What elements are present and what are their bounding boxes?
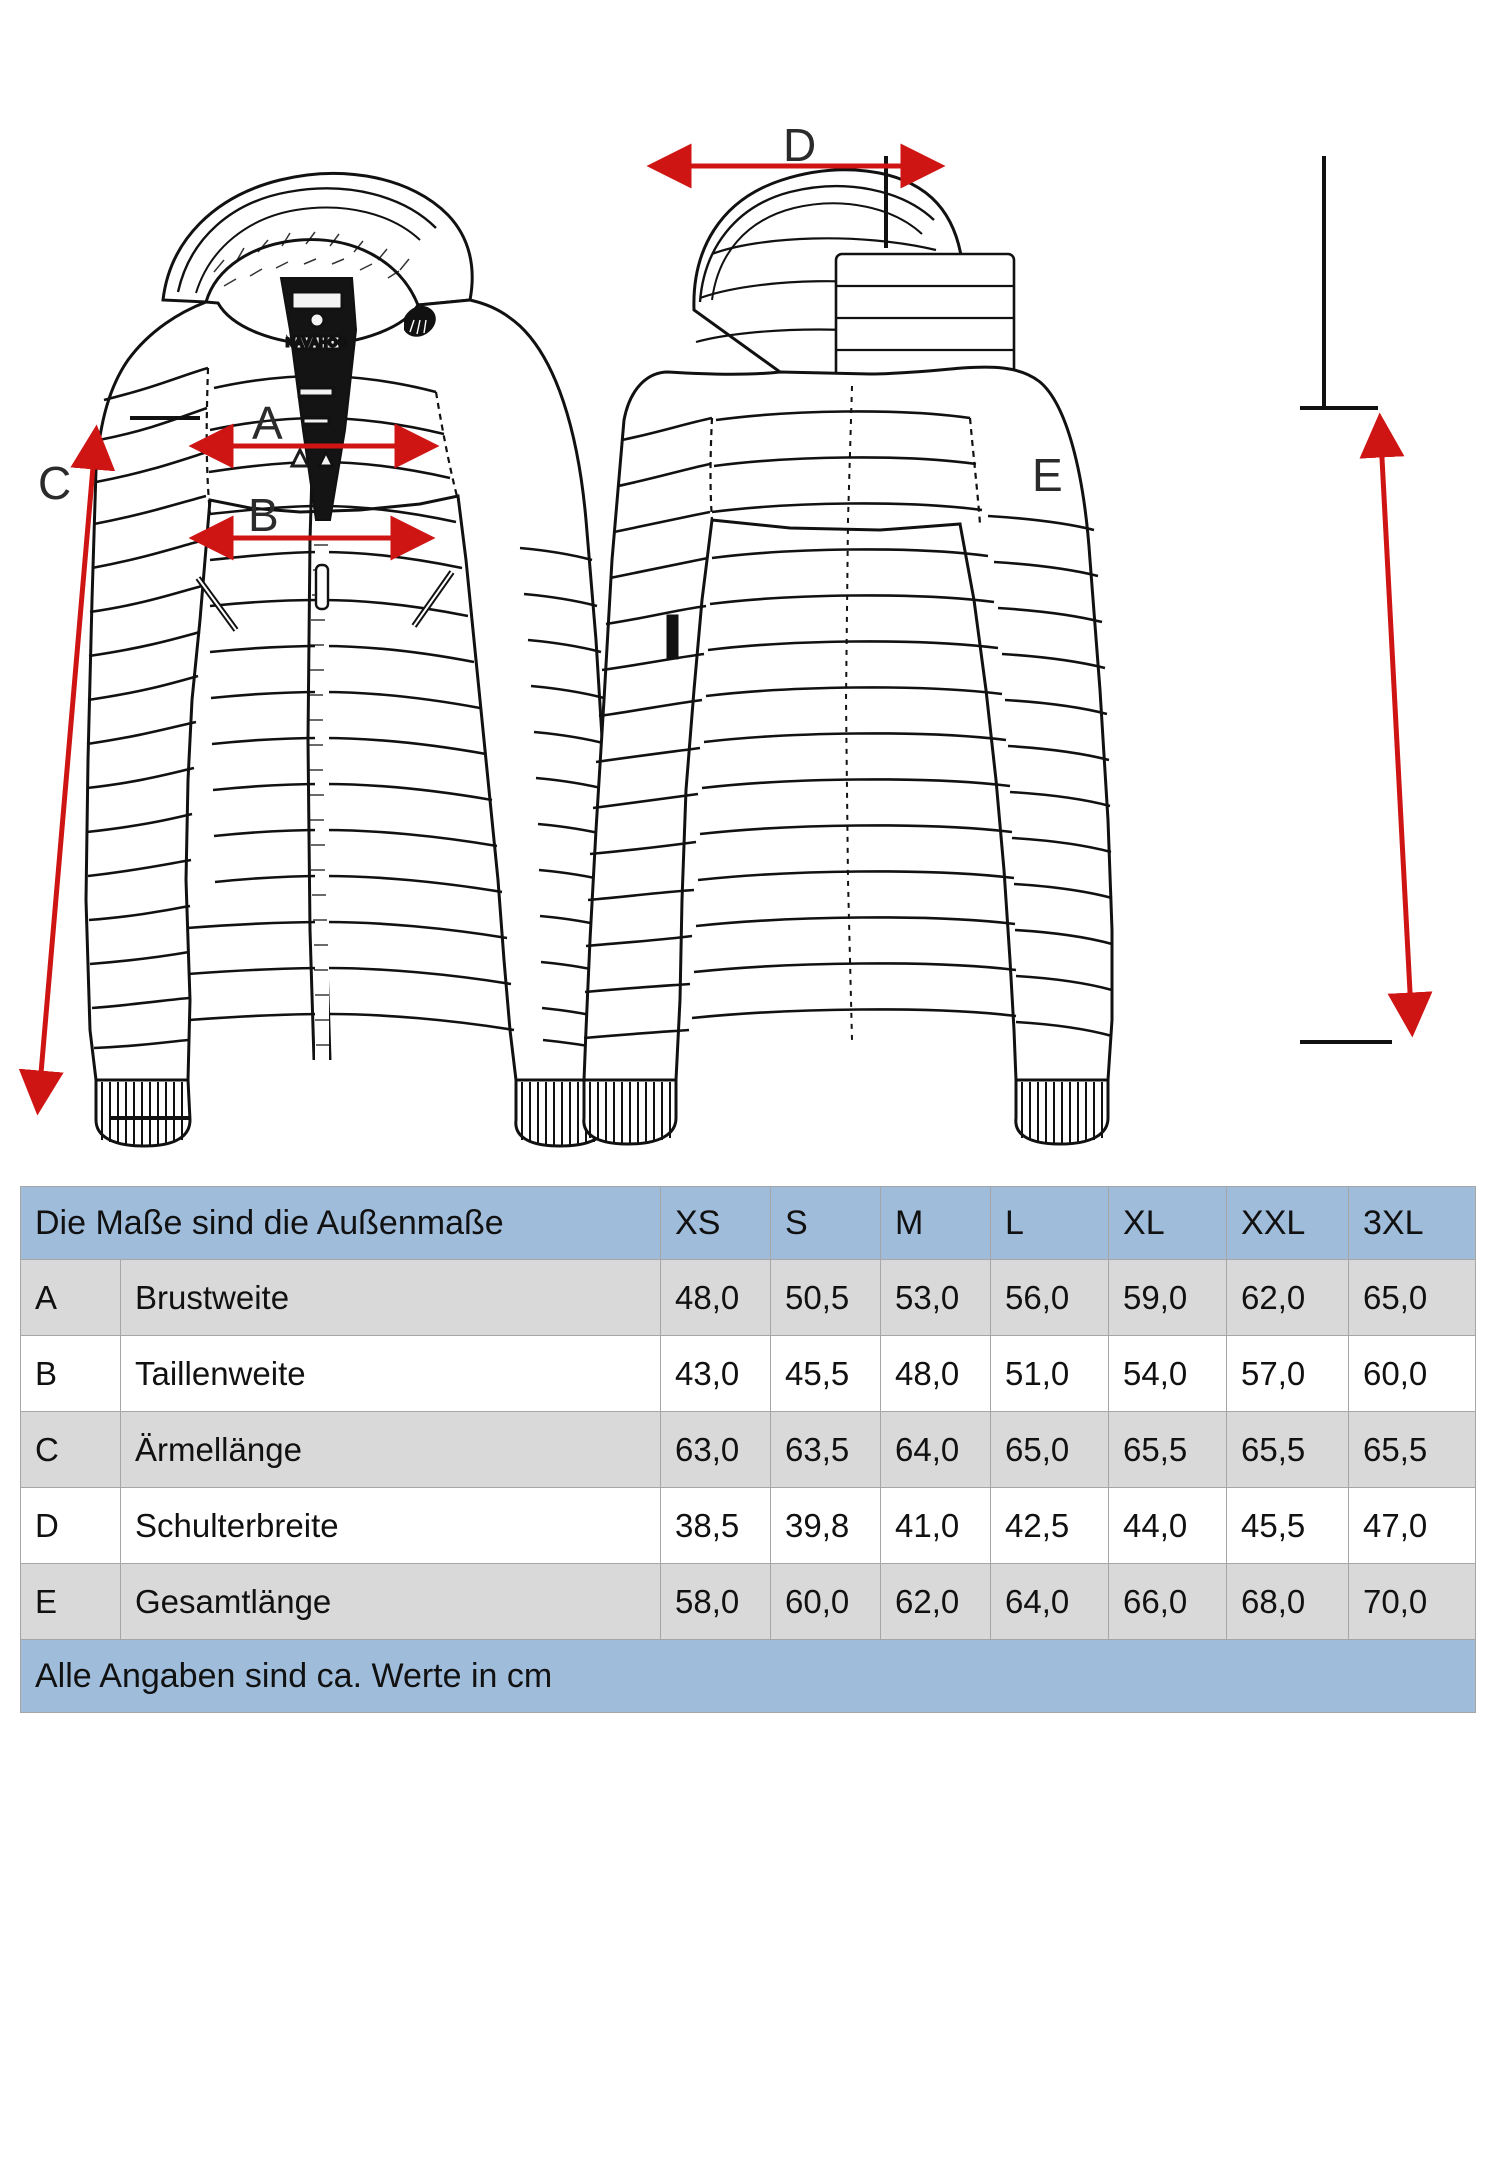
row-desc-b: Taillenweite <box>119 1335 662 1412</box>
cell-d-l: 42,5 <box>990 1487 1110 1564</box>
cell-d-s: 39,8 <box>770 1487 882 1564</box>
measure-arrow-C <box>18 424 116 1116</box>
brand-collar-patch: NAVAHOO <box>279 277 358 521</box>
cell-e-xs: 58,0 <box>660 1563 772 1640</box>
row-key-e: E <box>20 1563 121 1640</box>
cell-c-xxl: 65,5 <box>1226 1411 1350 1488</box>
cell-b-m: 48,0 <box>880 1335 992 1412</box>
jacket-technical-drawing: NAVAHOO <box>18 143 1433 1148</box>
measure-label-A: A <box>252 397 283 449</box>
cell-b-s: 45,5 <box>770 1335 882 1412</box>
cuff-back-left <box>582 1078 678 1146</box>
cell-a-xl: 59,0 <box>1108 1259 1228 1336</box>
table-title: Die Maße sind die Außenmaße <box>19 1186 662 1260</box>
cell-d-3xl: 47,0 <box>1348 1487 1477 1564</box>
cell-b-xxl: 57,0 <box>1226 1335 1350 1412</box>
size-header-3xl: 3XL <box>1348 1186 1477 1260</box>
cell-b-3xl: 60,0 <box>1348 1335 1477 1412</box>
measure-label-C: C <box>38 457 72 509</box>
cell-b-l: 51,0 <box>990 1335 1110 1412</box>
chest-logo <box>404 305 436 337</box>
cell-d-xs: 38,5 <box>660 1487 772 1564</box>
measure-label-D: D <box>783 119 817 171</box>
cell-e-xl: 66,0 <box>1108 1563 1228 1640</box>
cell-c-l: 65,0 <box>990 1411 1110 1488</box>
measure-label-B: B <box>248 489 279 541</box>
cell-a-l: 56,0 <box>990 1259 1110 1336</box>
row-key-b: B <box>20 1335 121 1412</box>
size-header-xxl: XXL <box>1226 1186 1350 1260</box>
measure-arrow-E <box>1359 412 1433 1038</box>
cell-a-3xl: 65,0 <box>1348 1259 1477 1336</box>
cuff-left <box>94 1078 192 1148</box>
guide-lines <box>110 156 1392 1120</box>
size-header-s: S <box>770 1186 882 1260</box>
cell-b-xs: 43,0 <box>660 1335 772 1412</box>
cell-c-3xl: 65,5 <box>1348 1411 1477 1488</box>
side-seam-label <box>666 614 679 660</box>
row-desc-c: Ärmellänge <box>119 1411 662 1488</box>
cell-a-m: 53,0 <box>880 1259 992 1336</box>
size-header-l: L <box>990 1186 1110 1260</box>
row-key-a: A <box>20 1259 121 1336</box>
cell-a-s: 50,5 <box>770 1259 882 1336</box>
cell-c-xs: 63,0 <box>660 1411 772 1488</box>
size-header-xs: XS <box>660 1186 772 1260</box>
jacket-front-view: NAVAHOO <box>84 171 614 1148</box>
row-desc-e: Gesamtlänge <box>119 1563 662 1640</box>
row-desc-d: Schulterbreite <box>119 1487 662 1564</box>
cell-e-l: 64,0 <box>990 1563 1110 1640</box>
cell-a-xs: 48,0 <box>660 1259 772 1336</box>
cell-d-xl: 44,0 <box>1108 1487 1228 1564</box>
cell-a-xxl: 62,0 <box>1226 1259 1350 1336</box>
cell-c-xl: 65,5 <box>1108 1411 1228 1488</box>
cell-e-xxl: 68,0 <box>1226 1563 1350 1640</box>
measure-label-E: E <box>1032 449 1063 501</box>
table-row: A Brustweite 48,0 50,5 53,0 56,0 59,0 62,0 65,0 <box>20 1259 1477 1336</box>
brand-label: NAVAHOO <box>286 337 348 349</box>
cell-d-xxl: 45,5 <box>1226 1487 1350 1564</box>
row-key-d: D <box>20 1487 121 1564</box>
cell-e-s: 60,0 <box>770 1563 882 1640</box>
jacket-illustration: NAVAHOO <box>18 119 1433 1148</box>
cell-e-3xl: 70,0 <box>1348 1563 1477 1640</box>
table-row: C Ärmellänge 63,0 63,5 64,0 65,0 65,5 65,5 65,5 <box>20 1411 1477 1488</box>
cell-e-m: 62,0 <box>880 1563 992 1640</box>
jacket-back-view <box>582 168 1114 1146</box>
size-header-xl: XL <box>1108 1186 1228 1260</box>
cell-b-xl: 54,0 <box>1108 1335 1228 1412</box>
cell-d-m: 41,0 <box>880 1487 992 1564</box>
size-header-m: M <box>880 1186 992 1260</box>
size-table-container: Die Maße sind die Außenmaße XS S M L XL XXL 3XL… <box>19 1186 1477 1713</box>
table-row: D Schulterbreite 38,5 39,8 41,0 42,5 44,0 45,5 4… <box>20 1487 1477 1564</box>
row-key-c: C <box>20 1411 121 1488</box>
table-header-row: Die Maße sind die Außenmaße XS S M L XL XXL 3XL <box>19 1186 1477 1260</box>
row-desc-a: Brustweite <box>119 1259 662 1336</box>
size-table: Die Maße sind die Außenmaße XS S M L XL XXL 3XL… <box>19 1186 1477 1713</box>
table-row: E Gesamtlänge 58,0 60,0 62,0 64,0 66,0 68,0 70,0 <box>20 1563 1477 1640</box>
table-row: B Taillenweite 43,0 45,5 48,0 51,0 54,0 57,0 60,… <box>20 1335 1477 1412</box>
table-footnote: Alle Angaben sind ca. Werte in cm <box>19 1639 1477 1713</box>
table-footer-row: Alle Angaben sind ca. Werte in cm <box>19 1639 1477 1713</box>
cuff-back-right <box>1014 1078 1110 1146</box>
size-table-body: Die Maße sind die Außenmaße XS S M L XL XXL 3XL… <box>19 1186 1477 1713</box>
cell-c-m: 64,0 <box>880 1411 992 1488</box>
cell-c-s: 63,5 <box>770 1411 882 1488</box>
